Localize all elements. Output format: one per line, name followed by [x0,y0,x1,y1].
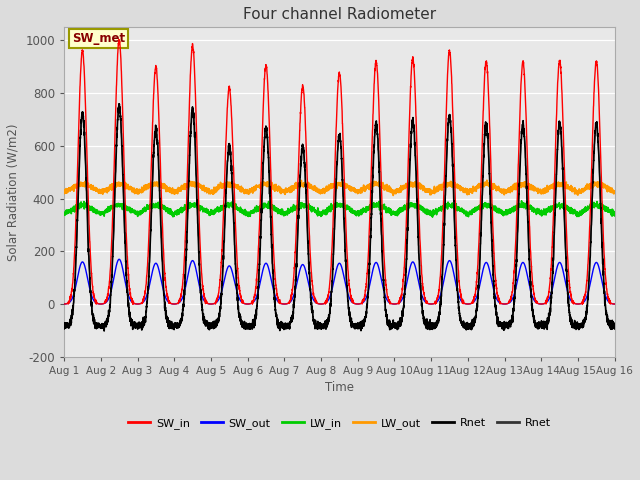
X-axis label: Time: Time [325,382,354,395]
Text: SW_met: SW_met [72,32,125,45]
Y-axis label: Solar Radiation (W/m2): Solar Radiation (W/m2) [7,123,20,261]
Legend: SW_in, SW_out, LW_in, LW_out, Rnet, Rnet: SW_in, SW_out, LW_in, LW_out, Rnet, Rnet [124,413,555,433]
Title: Four channel Radiometer: Four channel Radiometer [243,7,436,22]
